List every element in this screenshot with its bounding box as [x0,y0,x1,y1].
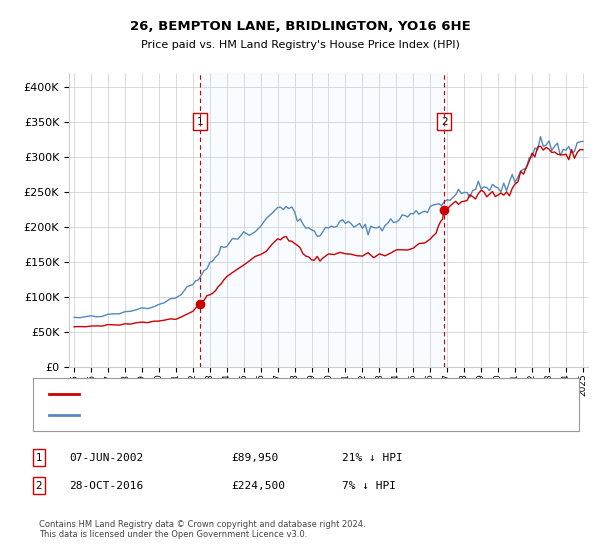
Text: 7% ↓ HPI: 7% ↓ HPI [342,480,396,491]
Text: 1: 1 [35,452,43,463]
Text: Contains HM Land Registry data © Crown copyright and database right 2024.
This d: Contains HM Land Registry data © Crown c… [39,520,365,539]
Text: 21% ↓ HPI: 21% ↓ HPI [342,452,403,463]
Bar [200,73,445,367]
Text: 07-JUN-2002: 07-JUN-2002 [69,452,143,463]
Text: 2: 2 [441,117,448,127]
Text: HPI: Average price, detached house, East Riding of Yorkshire: HPI: Average price, detached house, East… [85,410,387,420]
Text: £89,950: £89,950 [231,452,278,463]
Text: 1: 1 [197,117,203,127]
Text: 26, BEMPTON LANE, BRIDLINGTON, YO16 6HE (detached house): 26, BEMPTON LANE, BRIDLINGTON, YO16 6HE … [85,389,404,399]
Text: 28-OCT-2016: 28-OCT-2016 [69,480,143,491]
Text: Price paid vs. HM Land Registry's House Price Index (HPI): Price paid vs. HM Land Registry's House … [140,40,460,50]
Text: 26, BEMPTON LANE, BRIDLINGTON, YO16 6HE: 26, BEMPTON LANE, BRIDLINGTON, YO16 6HE [130,20,470,32]
Text: £224,500: £224,500 [231,480,285,491]
Text: 2: 2 [35,480,43,491]
